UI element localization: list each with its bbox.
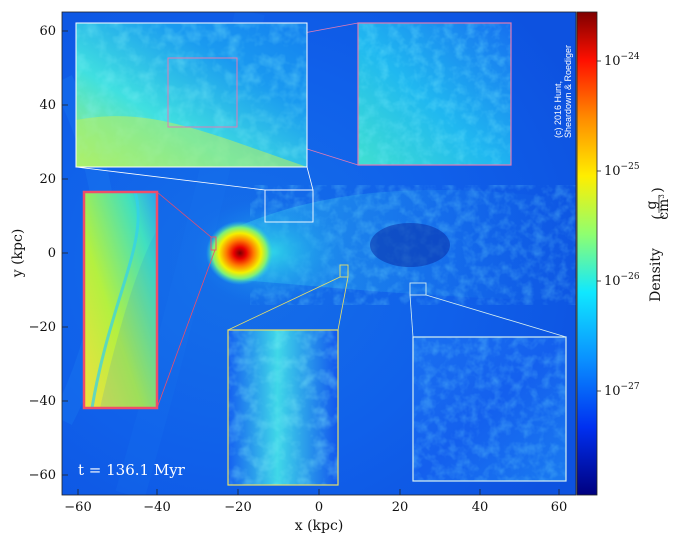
colorbar-unit-paren: (: [650, 214, 666, 219]
colorbar-tick-label: 10−26: [604, 272, 640, 289]
x-axis: [77, 489, 560, 495]
copyright-line-1: (c) 2016 Hunt,: [553, 81, 563, 138]
x-tick-labels: −60 −40 −20 0 20 40 60: [64, 500, 567, 515]
x-tick-label: 60: [551, 500, 568, 515]
x-tick-label: 40: [472, 500, 489, 515]
y-tick-labels: 60 40 20 0 −20 −40 −60: [29, 24, 56, 483]
y-tick-label: 0: [48, 246, 56, 261]
time-label: t = 136.1 Myr: [78, 461, 186, 479]
colorbar-label: Density: [648, 248, 664, 302]
x-axis-title: x (kpc): [295, 518, 344, 534]
colorbar-unit-numerator: g: [644, 200, 660, 209]
x-tick-label: 20: [392, 500, 409, 515]
colorbar-tick-label: 10−24: [604, 52, 640, 69]
colorbar-tick-labels: 10−24 10−25 10−26 10−27: [604, 52, 640, 399]
y-tick-label: −20: [29, 320, 56, 335]
inset-left: [82, 190, 159, 410]
colorbar-unit-paren: ): [650, 187, 666, 192]
inset-bottom-right: [412, 336, 567, 482]
zoom-regions: [210, 189, 427, 296]
colorbar: [576, 11, 598, 496]
colorbar-tick-label: 10−27: [604, 382, 640, 399]
y-axis-title: y (kpc): [10, 229, 26, 279]
colorbar-ticks: [597, 60, 601, 392]
inset-top-left: [75, 22, 308, 168]
copyright-notice: (c) 2016 Hunt, Sheardown & Roediger: [553, 45, 573, 138]
x-tick-label: −40: [143, 500, 170, 515]
x-tick-label: −60: [64, 500, 91, 515]
y-tick-label: 20: [39, 172, 56, 187]
y-tick-label: 40: [39, 98, 56, 113]
colorbar-title: Density ( g cm3 ): [644, 187, 672, 302]
y-tick-label: −60: [29, 468, 56, 483]
y-tick-label: 60: [39, 24, 56, 39]
x-tick-label: 0: [315, 500, 323, 515]
inset-top-right: [357, 22, 512, 166]
inset-bottom-middle: [227, 329, 339, 486]
colorbar-unit-denominator: cm3: [656, 194, 672, 220]
y-tick-label: −40: [29, 394, 56, 409]
copyright-line-2: Sheardown & Roediger: [563, 45, 573, 138]
colorbar-tick-label: 10−25: [604, 162, 640, 179]
x-tick-label: −20: [224, 500, 251, 515]
y-axis: [62, 30, 68, 476]
